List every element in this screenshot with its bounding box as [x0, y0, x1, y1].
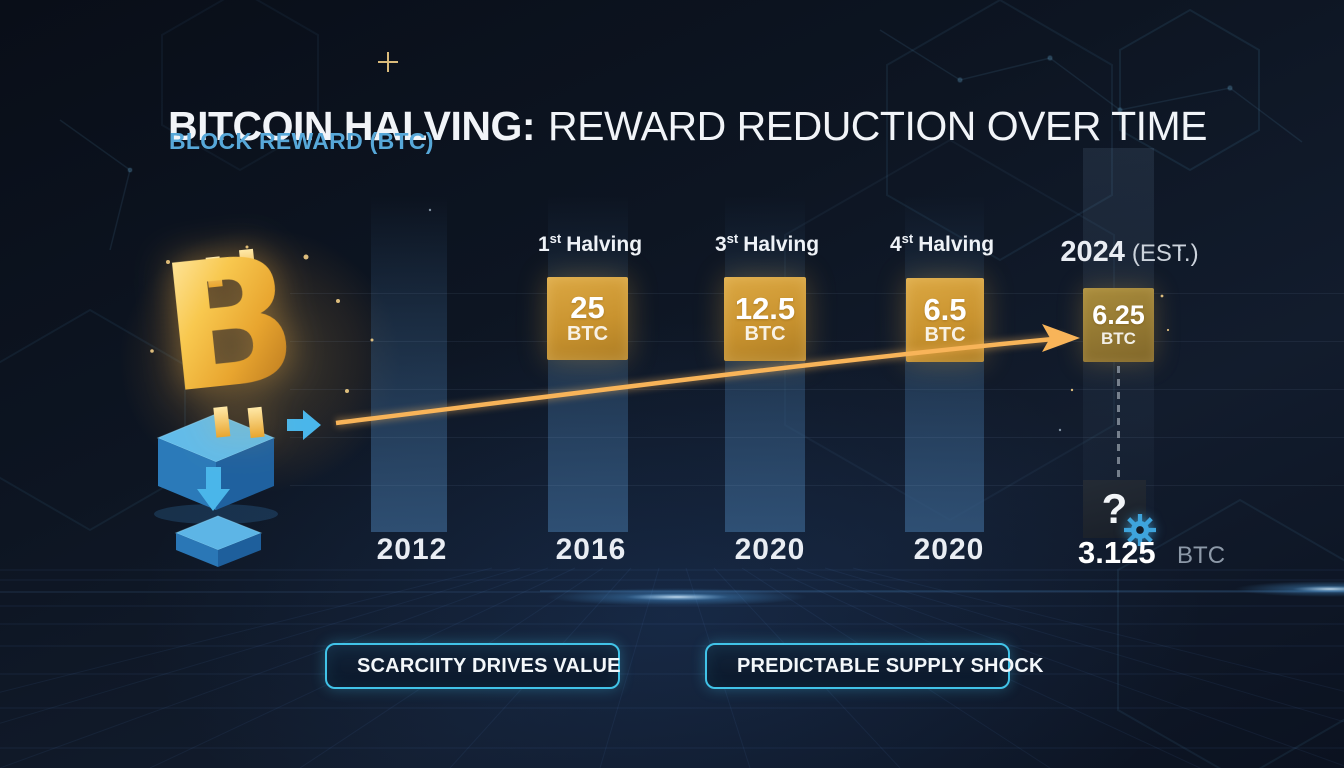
- page-title: BITCOIN HALVING: REWARD REDUCTION OVER TI…: [168, 103, 1208, 150]
- reward-box-6-25btc-future: 6.25 BTC: [1083, 288, 1154, 362]
- next-reward-value: 3.125 BTC: [1078, 535, 1226, 570]
- perspective-grid: [0, 567, 1344, 768]
- bitcoin-logo: B: [136, 217, 356, 446]
- future-year-label: 2024 (EST.): [1060, 236, 1199, 268]
- badge-label: PREDICTABLE SUPPLY SHOCK: [737, 654, 1044, 677]
- badge-label: SCARCIITY DRIVES VALUE: [357, 654, 621, 677]
- axis-title: BLOCK REWARD (BTC): [169, 128, 434, 154]
- question-mark: ?: [1101, 485, 1128, 532]
- gridline: [290, 293, 1344, 294]
- halving-label-3: 4st Halving: [889, 231, 995, 256]
- future-reward-box: ?: [1083, 480, 1156, 546]
- year-label-2020-second: 2020: [913, 533, 985, 566]
- gridline: [290, 389, 1344, 390]
- halving-label-2: 3st Halving: [714, 231, 820, 256]
- gridline: [290, 341, 1344, 342]
- gridline: [290, 485, 1344, 486]
- halving-label-1: 1st Halving: [537, 231, 643, 256]
- projection-dashed-line: [1117, 366, 1120, 478]
- title-emphasis: BITCOIN HALVING:: [168, 103, 536, 150]
- title-rest: REWARD REDUCTION OVER TIME: [548, 103, 1208, 150]
- gridline: [290, 437, 1344, 438]
- badge-predictable-supply-shock: PREDICTABLE SUPPLY SHOCK: [705, 643, 1044, 689]
- reward-box-12-5btc: 12.5 BTC: [724, 277, 806, 361]
- reward-box-6-5btc: 6.5 BTC: [906, 278, 984, 362]
- gear-icon: [1124, 514, 1156, 546]
- year-label-2020-first: 2020: [734, 533, 806, 566]
- badge-scarcity-drives-value: SCARCIITY DRIVES VALUE: [325, 643, 621, 689]
- year-label-2016: 2016: [555, 533, 627, 566]
- bitcoin-b-glyph: B: [152, 217, 307, 434]
- horizon-glow: [540, 581, 1344, 606]
- reward-box-25btc: 25 BTC: [547, 277, 628, 360]
- chart-bar-2012: [371, 196, 447, 532]
- year-label-2012: 2012: [376, 533, 448, 566]
